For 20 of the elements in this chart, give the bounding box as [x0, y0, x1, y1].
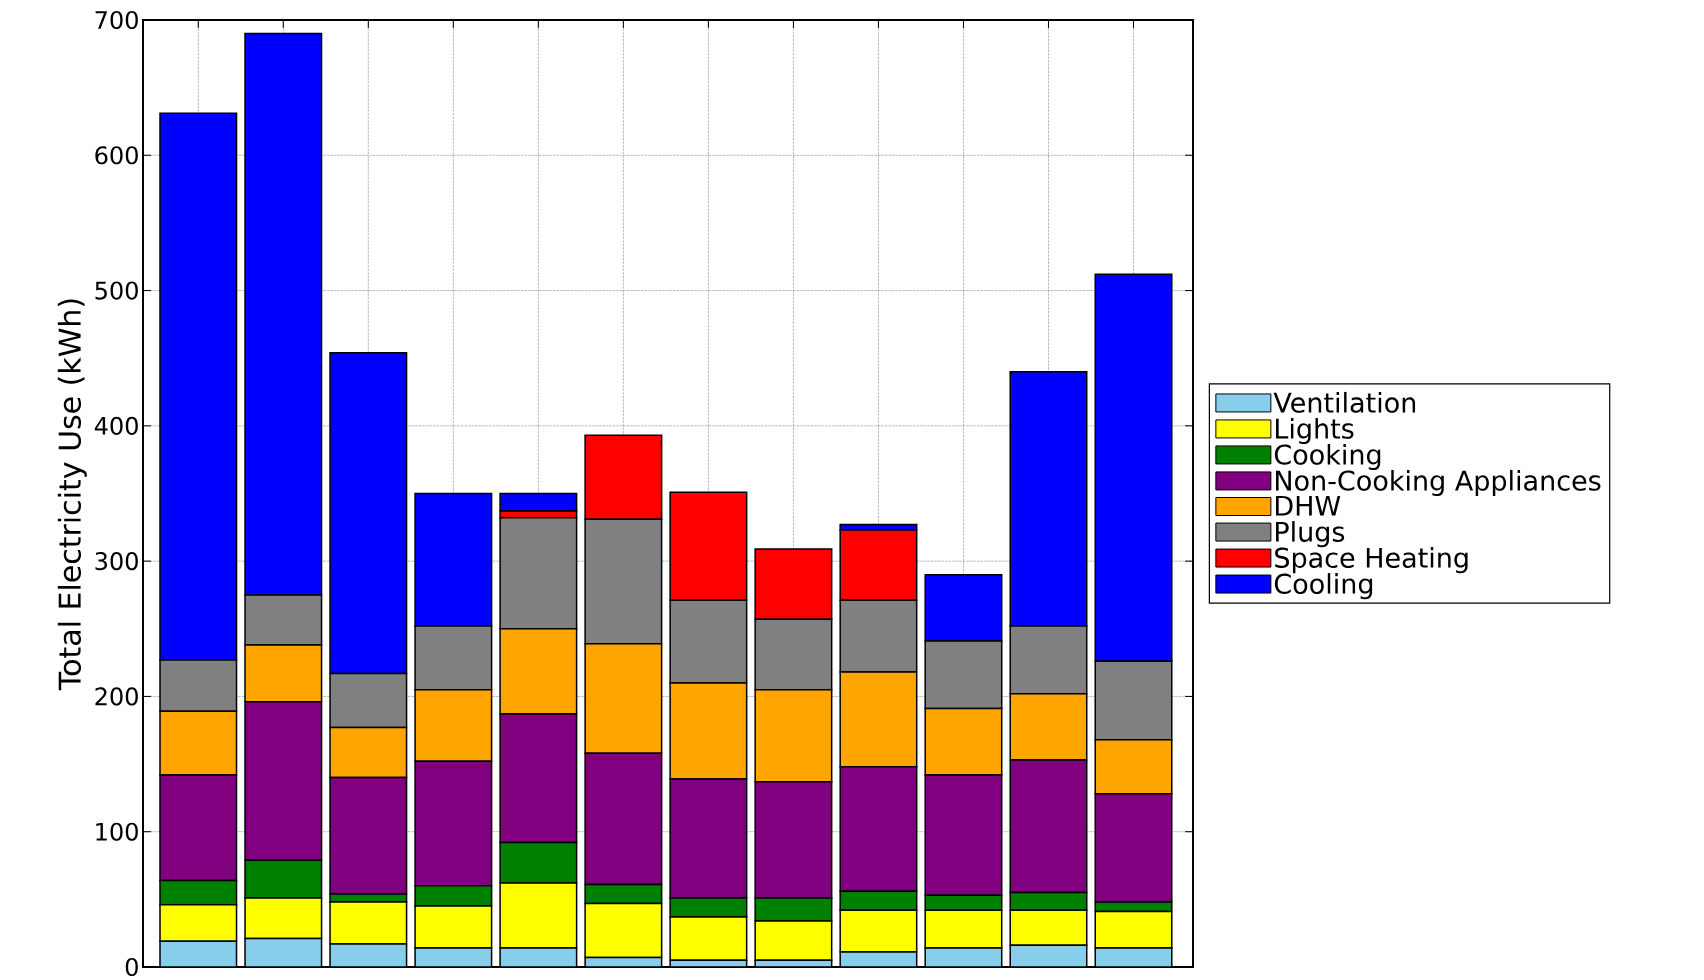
legend-label: DHW	[1276, 495, 1341, 516]
y-tick-label: 700	[95, 10, 138, 30]
legend-label: Plugs	[1276, 521, 1345, 548]
y-tick-label: 400	[94, 416, 138, 435]
bar	[1009, 944, 1088, 967]
bar	[159, 940, 238, 967]
y-tick-label: 200	[95, 687, 138, 706]
legend-label: Space Heating	[1275, 547, 1468, 574]
y-axis-title: Total Electricity Use (kWh)	[57, 299, 87, 691]
legend-label: Cooking	[1274, 443, 1381, 471]
y-tick-label: 100	[96, 822, 138, 841]
y-tick-label: 300	[95, 552, 138, 571]
y-tick-label: 500	[95, 281, 138, 300]
y-tick-label: 0	[125, 957, 138, 977]
legend-label: Cooling	[1274, 573, 1373, 600]
legend-label: Lights	[1276, 417, 1354, 445]
y-tick-label: 600	[95, 146, 138, 165]
legend-label: Ventilation	[1273, 391, 1416, 413]
legend-label: Non-Cooking Appliances	[1276, 469, 1601, 497]
bar	[244, 937, 323, 967]
